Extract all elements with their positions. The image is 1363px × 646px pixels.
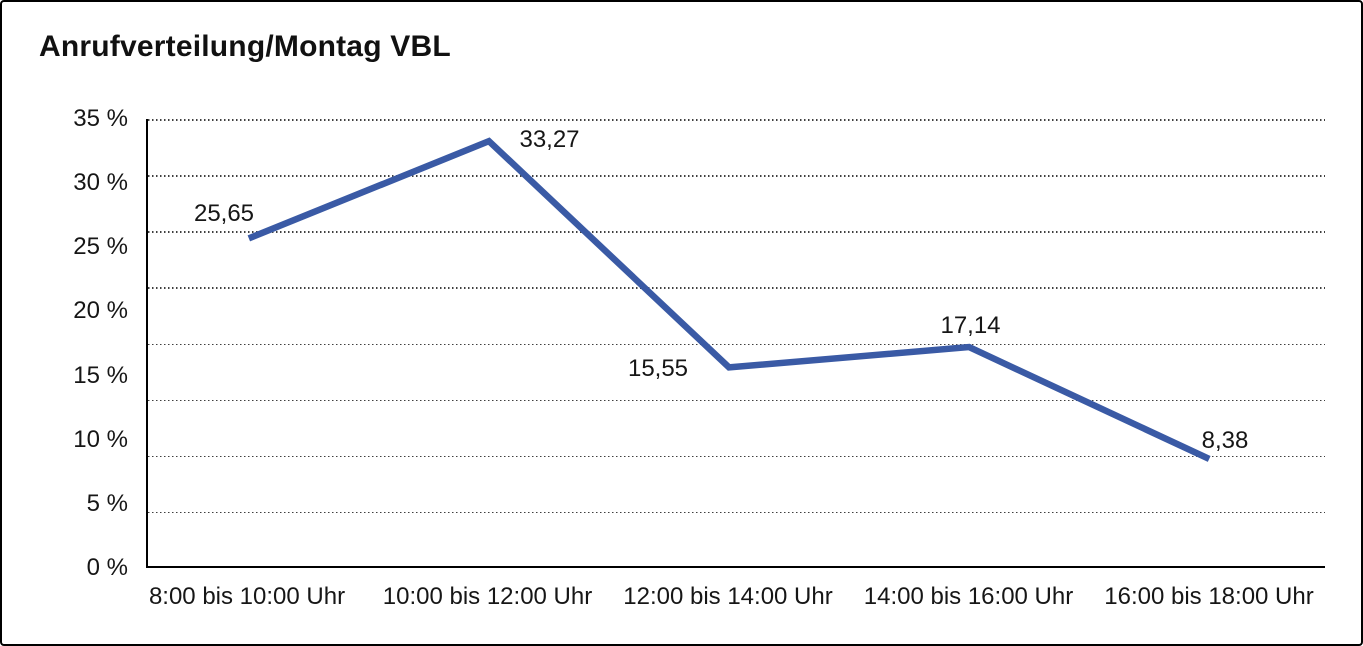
data-label: 33,27	[519, 126, 580, 154]
y-tick-label: 20 %	[73, 297, 128, 325]
x-tick-label: 16:00 bis 18:00 Uhr	[1104, 583, 1314, 610]
y-tick-label: 5 %	[86, 489, 128, 517]
x-axis-labels: 8:00 bis 10:00 Uhr 10:00 bis 12:00 Uhr 12:…	[146, 568, 1325, 628]
line-series-svg	[247, 137, 1211, 462]
y-tick-label: 35 %	[73, 105, 128, 132]
data-label: 15,55	[627, 354, 689, 382]
chart-title: Anrufverteilung/Montag VBL	[39, 30, 451, 63]
data-label: 25,65	[193, 199, 255, 227]
line-series	[247, 137, 1211, 462]
y-tick-label: 30 %	[73, 169, 128, 197]
x-tick-label: 10:00 bis 12:00 Uhr	[382, 583, 593, 610]
x-tick-label: 8:00 bis 10:00 Uhr	[148, 583, 346, 610]
x-tick-label: 14:00 bis 16:00 Uhr	[863, 583, 1074, 610]
plot-area: 25,65 33,27 15,55 17,14 8,38	[146, 119, 1325, 568]
y-axis-labels: 35 % 30 % 25 % 20 % 15 % 10 % 5 % 0 %	[2, 105, 128, 581]
y-tick-label: 15 %	[73, 361, 128, 389]
data-label: 17,14	[940, 312, 1001, 340]
x-tick-label: 12:00 bis 14:00 Uhr	[623, 583, 833, 610]
y-tick-label: 25 %	[73, 233, 128, 261]
data-label: 8,38	[1201, 427, 1249, 455]
y-tick-label: 10 %	[73, 425, 128, 453]
y-tick-label: 0 %	[86, 554, 128, 581]
